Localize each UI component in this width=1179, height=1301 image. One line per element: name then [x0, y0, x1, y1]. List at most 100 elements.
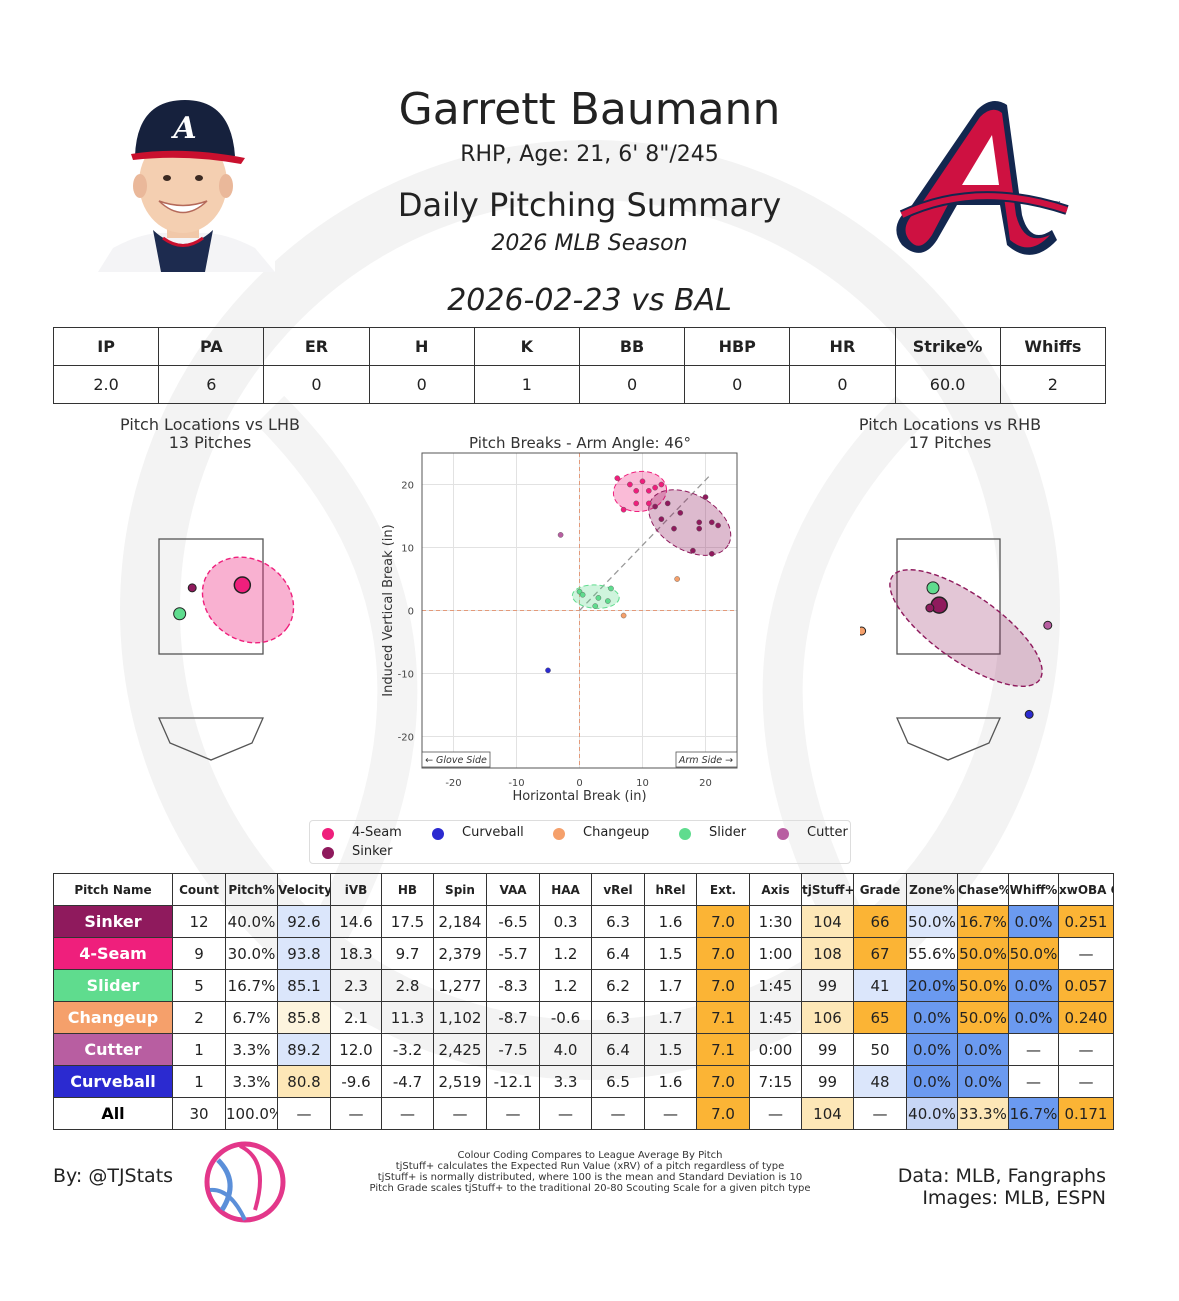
season-label: 2026 MLB Season [491, 231, 688, 256]
table-header-row: Pitch Name Count Pitch% Velocity iVB HB Spin VA… [53, 873, 1114, 906]
table-cell: — [1008, 1033, 1059, 1066]
table-cell: 6.4 [591, 937, 645, 970]
table-cell: -7.5 [486, 1033, 540, 1066]
table-cell: — [1058, 937, 1114, 970]
location-point-sinker [930, 596, 948, 614]
table-cell: 50.0% [957, 937, 1009, 970]
rhb-count: 17 Pitches [908, 433, 992, 452]
stat-header-row: IP PA ER H K BB HBP HR Strike% Whiffs [52, 327, 1107, 366]
table-body: Sinker 12 40.0% 92.6 14.6 17.5 2,184 -6.5 0.3 6.3… [53, 905, 1114, 1130]
table-cell: 12.0 [330, 1033, 382, 1066]
table-row: Curveball 1 3.3% 80.8 -9.6 -4.7 2,519 -12.1 3.3 6… [53, 1065, 1114, 1098]
x-tick-label: 0 [576, 778, 582, 789]
table-header-cell: Zone% [906, 873, 958, 906]
table-cell: 2.1 [330, 1001, 382, 1034]
table-cell: — [486, 1097, 540, 1130]
table-cell: 50.0% [957, 969, 1009, 1002]
x-tick-label: -10 [508, 778, 524, 789]
table-cell: 0.3 [539, 905, 592, 938]
stat-header: BB [578, 327, 686, 366]
table-header-cell: Whiff% [1008, 873, 1059, 906]
note-line: Pitch Grade scales tjStuff+ to the tradi… [369, 1183, 811, 1194]
x-axis-label: Horizontal Break (in) [512, 789, 646, 804]
chart-frame [421, 452, 738, 769]
arm-side-box: Arm Side → [675, 751, 738, 768]
table-header-cell: VAA [486, 873, 540, 906]
stat-value: 60.0 [894, 365, 1001, 404]
table-cell: 80.8 [277, 1065, 331, 1098]
legend-swatch [322, 828, 334, 840]
table-cell: -4.7 [381, 1065, 434, 1098]
table-cell: — [330, 1097, 382, 1130]
table-cell: 7.0 [696, 1065, 750, 1098]
stat-value: 2.0 [52, 365, 160, 404]
chart-grid [422, 453, 737, 768]
table-cell: 2.8 [381, 969, 434, 1002]
table-cell: — [1058, 1065, 1114, 1098]
table-cell: 3.3 [539, 1065, 592, 1098]
pitch-name-cell: Slider [53, 969, 173, 1002]
table-cell: 1.2 [539, 937, 592, 970]
point-4-seam [633, 488, 640, 494]
pitch-metrics-table: Pitch Name Count Pitch% Velocity iVB HB Spin VA… [53, 873, 1114, 1130]
table-cell: 7.1 [696, 1033, 750, 1066]
table-cell: 104 [801, 905, 854, 938]
lhb-panel-title: Pitch Locations vs LHB 13 Pitches [60, 416, 360, 452]
table-cell: 92.6 [277, 905, 331, 938]
x-tick-label: -20 [445, 778, 461, 789]
y-tick-label: 10 [401, 544, 414, 555]
table-cell: 1:45 [749, 1001, 802, 1034]
stat-value: 0 [684, 365, 791, 404]
point-sinker [658, 516, 665, 522]
table-row: Sinker 12 40.0% 92.6 14.6 17.5 2,184 -6.5 0.3 6.3… [53, 905, 1114, 938]
pitch-name-cell: Curveball [53, 1065, 173, 1098]
y-axis-label: Induced Vertical Break (in) [381, 524, 396, 697]
table-row: Slider 5 16.7% 85.1 2.3 2.8 1,277 -8.3 1.2 6.2 1.7… [53, 969, 1114, 1002]
lhb-location-plot [158, 538, 295, 761]
stat-header: HBP [684, 327, 791, 366]
table-cell: 7.0 [696, 937, 750, 970]
point-slider [595, 595, 602, 601]
table-cell: 17.5 [381, 905, 434, 938]
table-cell: 3.3% [225, 1065, 278, 1098]
player-info: RHP, Age: 21, 6' 8"/245 [460, 142, 719, 167]
table-cell: 0.0% [906, 1033, 958, 1066]
table-cell: 2,519 [433, 1065, 487, 1098]
location-point-sinker [925, 603, 935, 613]
table-cell: — [591, 1097, 645, 1130]
table-cell: 9 [172, 937, 226, 970]
stat-header: Strike% [894, 327, 1001, 366]
table-cell: 0.251 [1058, 905, 1114, 938]
stat-header: HR [789, 327, 896, 366]
table-cell: 93.8 [277, 937, 331, 970]
legend-swatch [679, 828, 691, 840]
table-cell: — [1058, 1033, 1114, 1066]
table-cell: 50.0% [957, 1001, 1009, 1034]
table-header-cell: vRel [591, 873, 645, 906]
table-cell: 2.3 [330, 969, 382, 1002]
table-cell: 0.0% [1008, 969, 1059, 1002]
lhb-points [173, 576, 252, 621]
table-cell: 0.240 [1058, 1001, 1114, 1034]
legend-swatch [553, 828, 565, 840]
table-cell: -8.7 [486, 1001, 540, 1034]
table-cell: — [644, 1097, 697, 1130]
table-cell: 2 [172, 1001, 226, 1034]
table-cell: 1 [172, 1065, 226, 1098]
table-header-cell: Ext. [696, 873, 750, 906]
point-slider [579, 591, 586, 598]
table-row: 4-Seam 9 30.0% 93.8 18.3 9.7 2,379 -5.7 1.2 6.4 1.… [53, 937, 1114, 970]
table-row: Changeup 2 6.7% 85.8 2.1 11.3 1,102 -8.7 -0.6 6.3… [53, 1001, 1114, 1034]
table-cell: — [749, 1097, 802, 1130]
player-headshot: A [93, 98, 275, 272]
table-cell: 1:30 [749, 905, 802, 938]
game-title: 2026-02-23 vs BAL [447, 283, 732, 318]
table-cell: 6.4 [591, 1033, 645, 1066]
table-cell: 0.171 [1058, 1097, 1114, 1130]
table-cell: — [381, 1097, 434, 1130]
stat-header: IP [52, 327, 160, 366]
table-cell: 6.7% [225, 1001, 278, 1034]
table-cell: 6.3 [591, 1001, 645, 1034]
table-cell: 0.0% [957, 1065, 1009, 1098]
team-logo: ™ [896, 101, 1069, 255]
